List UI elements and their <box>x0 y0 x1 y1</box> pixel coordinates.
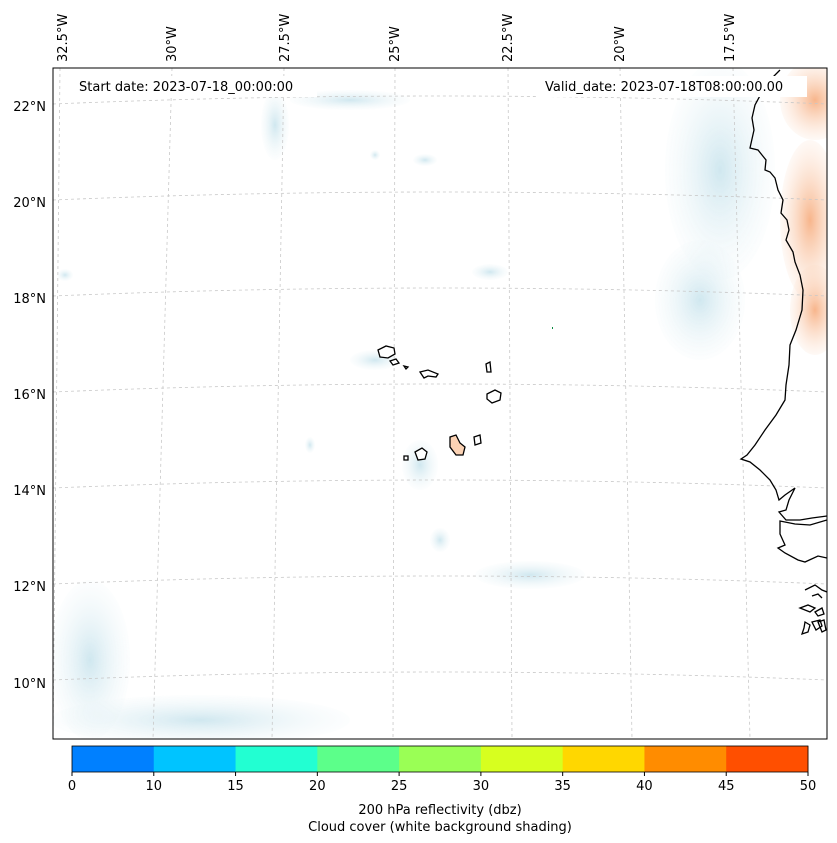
colorbar-tick-label: 15 <box>227 779 244 794</box>
african-coastline <box>739 69 827 636</box>
colorbar-tick-label: 40 <box>636 779 653 794</box>
island-boa-vista <box>486 389 502 404</box>
lat-label: 10°N <box>13 677 46 692</box>
map-content <box>53 68 827 739</box>
cloud-cover-shading <box>53 68 775 739</box>
lon-label: 17.5°W <box>723 14 738 62</box>
start-date-label: Start date: 2023-07-18_00:00:00 <box>79 80 293 95</box>
colorbar-border <box>71 745 809 773</box>
colorbar-tick-label: 30 <box>473 779 490 794</box>
colorbar-label-line2: Cloud cover (white background shading) <box>308 820 572 835</box>
longitude-labels: 32.5°W 30°W 27.5°W 25°W 22.5°W 20°W 17.5… <box>56 14 738 62</box>
island-maio <box>473 434 482 446</box>
colorbar: 0 10 15 20 25 30 35 40 45 50 <box>68 745 817 794</box>
colorbar-segment <box>480 746 564 772</box>
colorbar-segment <box>72 746 155 772</box>
lat-label: 14°N <box>13 484 46 499</box>
lon-label: 22.5°W <box>501 14 516 62</box>
colorbar-tick-label: 20 <box>309 779 326 794</box>
island-sao-nicolau <box>418 369 439 379</box>
colorbar-tick-label: 50 <box>800 779 817 794</box>
colorbar-tick-label: 35 <box>554 779 571 794</box>
island-sal <box>485 360 492 373</box>
colorbar-segment <box>562 746 645 772</box>
colorbar-segment <box>399 746 482 772</box>
lon-label: 25°W <box>388 26 403 62</box>
coastline-bijagos <box>798 584 827 636</box>
lon-label: 27.5°W <box>278 14 293 62</box>
colorbar-segment <box>644 746 727 772</box>
colorbar-segment <box>235 746 318 772</box>
island-sao-vicente <box>388 358 401 366</box>
valid-date-label: Valid_date: 2023-07-18T08:00:00.00 <box>545 80 783 95</box>
lon-label: 32.5°W <box>56 14 71 62</box>
colorbar-tick-label: 45 <box>718 779 735 794</box>
lon-label: 30°W <box>165 26 180 62</box>
reflectivity-speck <box>552 327 553 329</box>
valid-date-box <box>538 76 807 97</box>
lon-label: 20°W <box>613 26 628 62</box>
coastline-guinea-bissau <box>776 519 827 563</box>
start-date-box <box>72 76 317 97</box>
colorbar-tick-label: 10 <box>146 779 163 794</box>
colorbar-label-line1: 200 hPa reflectivity (dbz) <box>358 803 521 818</box>
coastline-mauritania-senegal <box>739 69 827 521</box>
island-brava <box>403 455 409 461</box>
colorbar-tick-label: 0 <box>68 779 76 794</box>
colorbar-segment <box>153 746 237 772</box>
colorbar-segment <box>317 746 400 772</box>
colorbar-tick-label: 25 <box>391 779 408 794</box>
colorbar-segment <box>726 746 809 772</box>
lat-label: 16°N <box>13 388 46 403</box>
lat-label: 22°N <box>13 100 46 115</box>
island-santo-antao <box>377 345 396 359</box>
latitude-labels: 22°N 20°N 18°N 16°N 14°N 12°N 10°N <box>13 100 46 692</box>
cabo-verde-islands <box>377 345 502 461</box>
island-santiago <box>449 434 466 456</box>
island-santa-luzia <box>402 364 410 371</box>
gridlines <box>53 68 827 739</box>
lat-label: 12°N <box>13 580 46 595</box>
lat-label: 20°N <box>13 196 46 211</box>
island-fogo <box>414 447 428 461</box>
lat-label: 18°N <box>13 292 46 307</box>
map-frame <box>52 67 828 740</box>
